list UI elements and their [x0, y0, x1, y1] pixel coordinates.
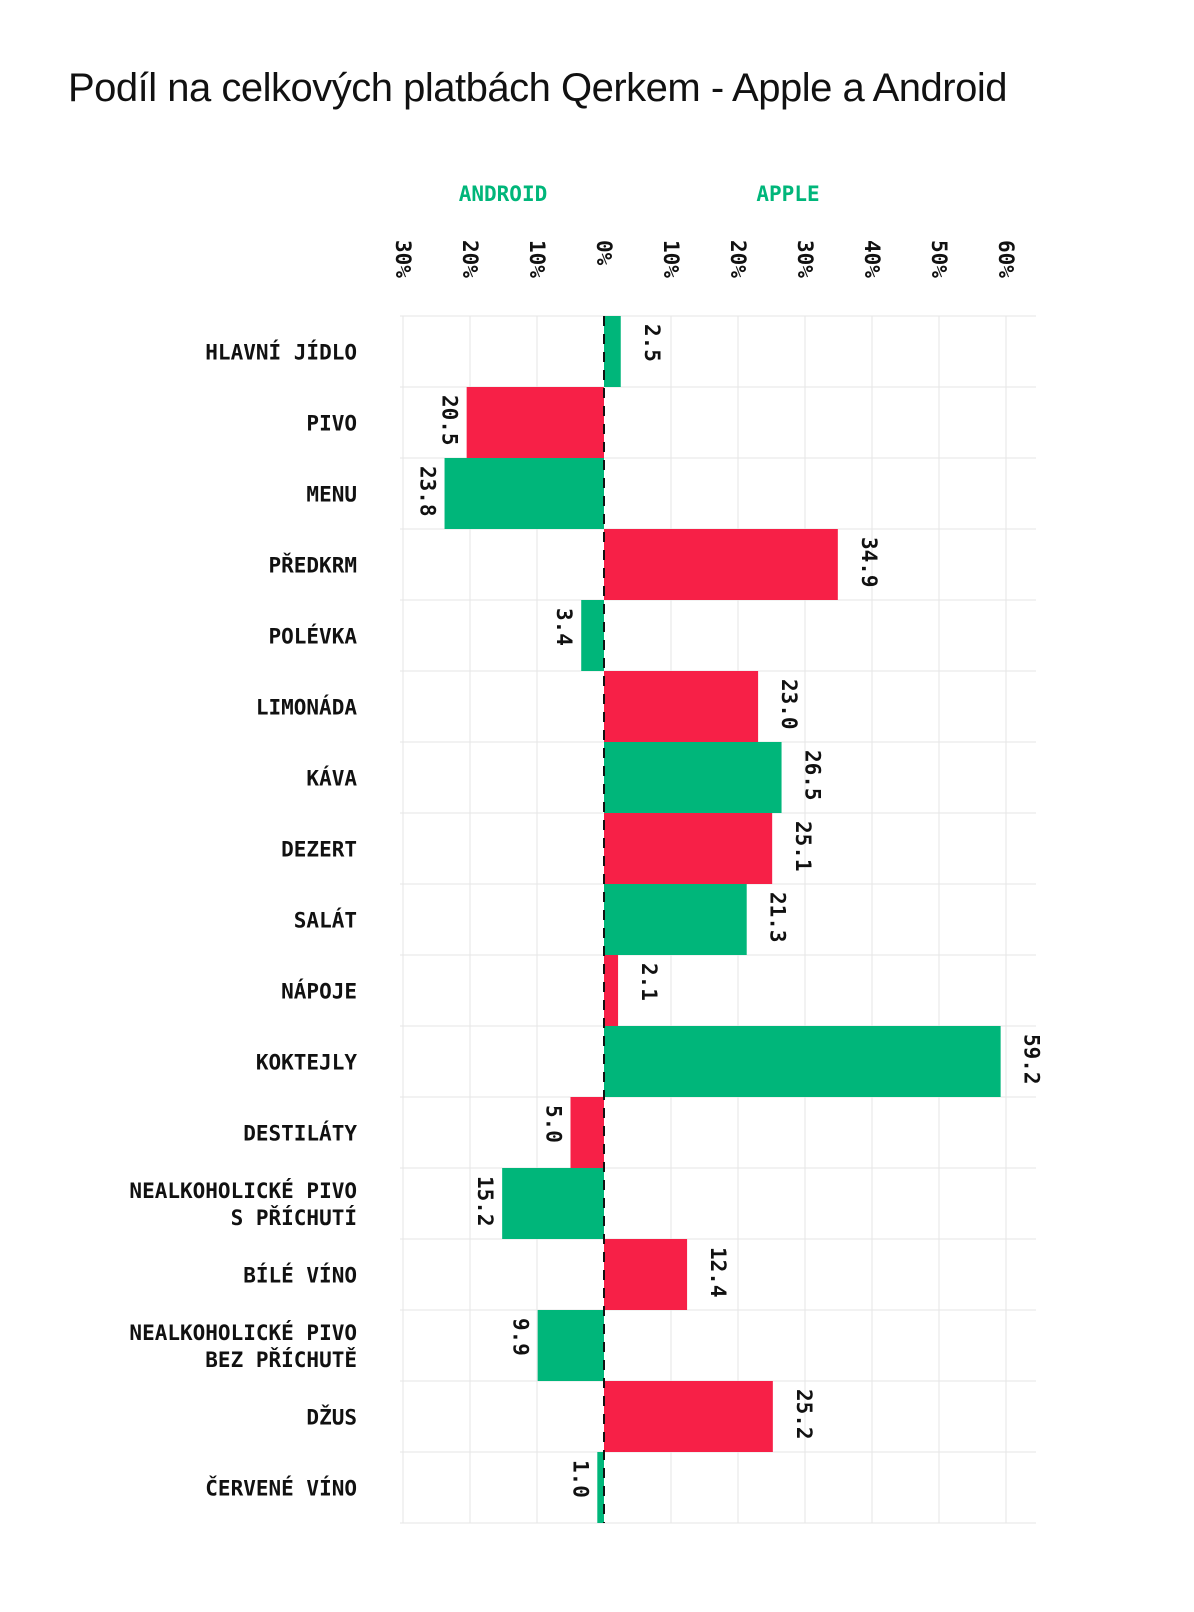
x-tick-label: 30%: [793, 240, 817, 278]
side-label-android: ANDROID: [459, 182, 548, 206]
bar: [604, 884, 747, 955]
category-label: NEALKOHOLICKÉ PIVO: [129, 1320, 357, 1345]
category-label: ČERVENÉ VÍNO: [205, 1476, 357, 1501]
category-label: MENU: [306, 483, 357, 507]
value-label: 2.1: [637, 963, 661, 1001]
value-label: 34.9: [857, 537, 881, 588]
value-label: 5.0: [542, 1105, 566, 1143]
bar: [604, 529, 838, 600]
bar: [597, 1452, 604, 1523]
category-label: S PŘÍCHUTÍ: [231, 1205, 357, 1230]
x-tick-label: 60%: [994, 240, 1018, 278]
bar: [502, 1168, 604, 1239]
bar: [444, 458, 604, 529]
bar: [537, 1310, 604, 1381]
bar: [466, 387, 604, 458]
bar: [604, 813, 773, 884]
bar: [604, 671, 759, 742]
category-label: BÍLÉ VÍNO: [243, 1263, 357, 1288]
category-label: HLAVNÍ JÍDLO: [205, 340, 357, 365]
bar: [604, 742, 782, 813]
value-label: 25.1: [791, 821, 815, 872]
value-label: 20.5: [438, 395, 462, 446]
category-label: DESTILÁTY: [243, 1121, 357, 1146]
x-tick-label: 30%: [391, 240, 415, 278]
value-label: 12.4: [706, 1247, 730, 1298]
category-label: BEZ PŘÍCHUTĚ: [205, 1347, 357, 1372]
x-tick-label: 10%: [525, 240, 549, 278]
value-label: 1.0: [568, 1460, 592, 1498]
category-label: SALÁT: [294, 908, 357, 933]
category-label: DŽUS: [306, 1405, 357, 1430]
category-label: LIMONÁDA: [256, 695, 358, 720]
value-label: 23.0: [777, 679, 801, 730]
category-label: KOKTEJLY: [256, 1051, 358, 1075]
value-label: 2.5: [640, 324, 664, 362]
value-label: 21.3: [766, 892, 790, 943]
value-label: 59.2: [1020, 1034, 1044, 1085]
value-label: 25.2: [792, 1389, 816, 1440]
bar: [581, 600, 604, 671]
x-tick-label: 20%: [458, 240, 482, 278]
value-label: 9.9: [509, 1318, 533, 1356]
bar: [604, 1239, 688, 1310]
bar: [570, 1097, 604, 1168]
bar: [604, 1026, 1001, 1097]
bar: [604, 1381, 773, 1452]
x-tick-label: 10%: [659, 240, 683, 278]
x-tick-label: 50%: [927, 240, 951, 278]
category-label: DEZERT: [281, 838, 357, 862]
category-label: NEALKOHOLICKÉ PIVO: [129, 1178, 357, 1203]
category-label: NÁPOJE: [281, 979, 357, 1004]
chart-title: Podíl na celkových platbách Qerkem - App…: [68, 66, 1008, 110]
value-label: 23.8: [416, 466, 440, 517]
value-label: 15.2: [473, 1176, 497, 1227]
category-label: PŘEDKRM: [268, 553, 357, 578]
category-label: PIVO: [306, 412, 357, 436]
value-label: 26.5: [801, 750, 825, 801]
value-label: 3.4: [552, 608, 576, 646]
side-label-apple: APPLE: [756, 182, 819, 206]
category-label: POLÉVKA: [268, 624, 357, 649]
x-tick-label: 20%: [726, 240, 750, 278]
bar: [604, 955, 619, 1026]
category-label: KÁVA: [306, 766, 357, 791]
bar: [604, 316, 621, 387]
x-tick-label: 0%: [592, 240, 616, 266]
x-tick-label: 40%: [860, 240, 884, 278]
